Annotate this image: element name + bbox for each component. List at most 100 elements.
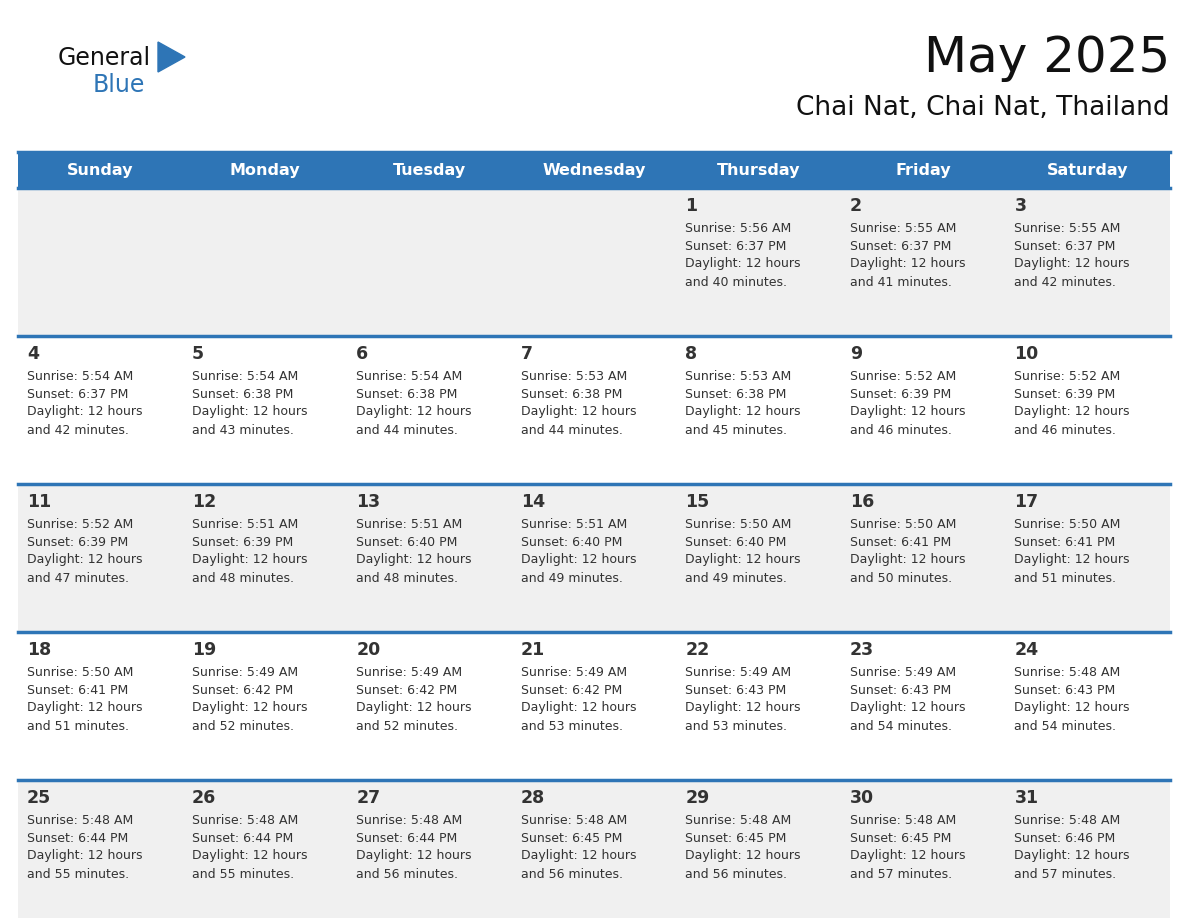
Text: 20: 20	[356, 641, 380, 659]
Text: 28: 28	[520, 789, 545, 807]
Text: Daylight: 12 hours: Daylight: 12 hours	[356, 849, 472, 863]
Text: Sunset: 6:44 PM: Sunset: 6:44 PM	[27, 832, 128, 845]
Text: Sunrise: 5:52 AM: Sunrise: 5:52 AM	[849, 370, 956, 383]
Text: and 49 minutes.: and 49 minutes.	[520, 572, 623, 585]
Text: 7: 7	[520, 345, 532, 363]
Text: Sunset: 6:43 PM: Sunset: 6:43 PM	[849, 684, 952, 697]
Text: Sunrise: 5:56 AM: Sunrise: 5:56 AM	[685, 221, 791, 234]
Text: Daylight: 12 hours: Daylight: 12 hours	[27, 849, 143, 863]
Text: Sunset: 6:40 PM: Sunset: 6:40 PM	[356, 535, 457, 548]
Text: Daylight: 12 hours: Daylight: 12 hours	[191, 849, 307, 863]
Text: Sunset: 6:37 PM: Sunset: 6:37 PM	[685, 240, 786, 252]
Text: Daylight: 12 hours: Daylight: 12 hours	[849, 849, 966, 863]
Text: Sunrise: 5:55 AM: Sunrise: 5:55 AM	[849, 221, 956, 234]
Text: 8: 8	[685, 345, 697, 363]
Text: Chai Nat, Chai Nat, Thailand: Chai Nat, Chai Nat, Thailand	[796, 95, 1170, 121]
Text: 25: 25	[27, 789, 51, 807]
Text: Daylight: 12 hours: Daylight: 12 hours	[1015, 701, 1130, 714]
Bar	[18, 632, 1170, 780]
Text: and 50 minutes.: and 50 minutes.	[849, 572, 952, 585]
Text: Blue: Blue	[93, 73, 145, 97]
Text: May 2025: May 2025	[924, 34, 1170, 82]
Text: 22: 22	[685, 641, 709, 659]
Text: and 55 minutes.: and 55 minutes.	[27, 868, 129, 880]
Text: Sunset: 6:45 PM: Sunset: 6:45 PM	[685, 832, 786, 845]
Text: Sunset: 6:41 PM: Sunset: 6:41 PM	[27, 684, 128, 697]
Text: and 44 minutes.: and 44 minutes.	[356, 423, 459, 436]
Text: 5: 5	[191, 345, 203, 363]
Text: Sunrise: 5:50 AM: Sunrise: 5:50 AM	[27, 666, 133, 678]
Text: Sunset: 6:42 PM: Sunset: 6:42 PM	[191, 684, 292, 697]
Text: Sunrise: 5:54 AM: Sunrise: 5:54 AM	[27, 370, 133, 383]
Text: Daylight: 12 hours: Daylight: 12 hours	[685, 406, 801, 419]
Text: Daylight: 12 hours: Daylight: 12 hours	[849, 701, 966, 714]
Text: 16: 16	[849, 493, 874, 511]
Text: and 56 minutes.: and 56 minutes.	[356, 868, 459, 880]
Text: Sunset: 6:44 PM: Sunset: 6:44 PM	[356, 832, 457, 845]
Text: Sunset: 6:41 PM: Sunset: 6:41 PM	[849, 535, 952, 548]
Text: 18: 18	[27, 641, 51, 659]
Text: Sunset: 6:38 PM: Sunset: 6:38 PM	[520, 387, 623, 400]
Text: Sunrise: 5:49 AM: Sunrise: 5:49 AM	[520, 666, 627, 678]
Text: General: General	[58, 46, 151, 70]
Text: and 57 minutes.: and 57 minutes.	[1015, 868, 1117, 880]
Bar	[18, 336, 1170, 484]
Text: Sunset: 6:37 PM: Sunset: 6:37 PM	[27, 387, 128, 400]
Text: Sunset: 6:43 PM: Sunset: 6:43 PM	[1015, 684, 1116, 697]
Text: Sunday: Sunday	[67, 162, 133, 177]
Text: and 52 minutes.: and 52 minutes.	[356, 720, 459, 733]
Text: and 48 minutes.: and 48 minutes.	[191, 572, 293, 585]
Text: and 49 minutes.: and 49 minutes.	[685, 572, 788, 585]
Text: 21: 21	[520, 641, 545, 659]
Text: and 56 minutes.: and 56 minutes.	[520, 868, 623, 880]
Text: and 42 minutes.: and 42 minutes.	[27, 423, 128, 436]
Text: Sunrise: 5:48 AM: Sunrise: 5:48 AM	[356, 813, 462, 826]
Text: and 52 minutes.: and 52 minutes.	[191, 720, 293, 733]
Text: Thursday: Thursday	[716, 162, 801, 177]
Text: 24: 24	[1015, 641, 1038, 659]
Text: Daylight: 12 hours: Daylight: 12 hours	[849, 554, 966, 566]
Text: 30: 30	[849, 789, 874, 807]
Text: Sunrise: 5:48 AM: Sunrise: 5:48 AM	[520, 813, 627, 826]
Text: 10: 10	[1015, 345, 1038, 363]
Text: 11: 11	[27, 493, 51, 511]
Bar	[18, 152, 1170, 188]
Text: Sunset: 6:39 PM: Sunset: 6:39 PM	[849, 387, 952, 400]
Text: 23: 23	[849, 641, 874, 659]
Text: Sunset: 6:45 PM: Sunset: 6:45 PM	[849, 832, 952, 845]
Text: Sunrise: 5:48 AM: Sunrise: 5:48 AM	[27, 813, 133, 826]
Text: Sunset: 6:40 PM: Sunset: 6:40 PM	[685, 535, 786, 548]
Text: and 42 minutes.: and 42 minutes.	[1015, 275, 1117, 288]
Text: Tuesday: Tuesday	[393, 162, 466, 177]
Text: Sunrise: 5:48 AM: Sunrise: 5:48 AM	[1015, 813, 1120, 826]
Text: Daylight: 12 hours: Daylight: 12 hours	[191, 554, 307, 566]
Text: Daylight: 12 hours: Daylight: 12 hours	[27, 701, 143, 714]
Text: Sunset: 6:40 PM: Sunset: 6:40 PM	[520, 535, 623, 548]
Text: Sunrise: 5:53 AM: Sunrise: 5:53 AM	[520, 370, 627, 383]
Text: 14: 14	[520, 493, 545, 511]
Text: Sunset: 6:37 PM: Sunset: 6:37 PM	[849, 240, 952, 252]
Text: 6: 6	[356, 345, 368, 363]
Text: and 54 minutes.: and 54 minutes.	[849, 720, 952, 733]
Text: Daylight: 12 hours: Daylight: 12 hours	[1015, 258, 1130, 271]
Text: Sunrise: 5:48 AM: Sunrise: 5:48 AM	[685, 813, 791, 826]
Text: Sunrise: 5:53 AM: Sunrise: 5:53 AM	[685, 370, 791, 383]
Text: and 40 minutes.: and 40 minutes.	[685, 275, 788, 288]
Text: and 43 minutes.: and 43 minutes.	[191, 423, 293, 436]
Text: Sunset: 6:37 PM: Sunset: 6:37 PM	[1015, 240, 1116, 252]
Text: 9: 9	[849, 345, 862, 363]
Text: Daylight: 12 hours: Daylight: 12 hours	[685, 554, 801, 566]
Text: Daylight: 12 hours: Daylight: 12 hours	[191, 701, 307, 714]
Text: Sunrise: 5:48 AM: Sunrise: 5:48 AM	[1015, 666, 1120, 678]
Text: and 56 minutes.: and 56 minutes.	[685, 868, 788, 880]
Bar	[18, 484, 1170, 632]
Text: Daylight: 12 hours: Daylight: 12 hours	[356, 554, 472, 566]
Text: Sunset: 6:39 PM: Sunset: 6:39 PM	[191, 535, 292, 548]
Text: Daylight: 12 hours: Daylight: 12 hours	[191, 406, 307, 419]
Text: 15: 15	[685, 493, 709, 511]
Text: Daylight: 12 hours: Daylight: 12 hours	[685, 701, 801, 714]
Text: Daylight: 12 hours: Daylight: 12 hours	[685, 258, 801, 271]
Text: Daylight: 12 hours: Daylight: 12 hours	[27, 406, 143, 419]
Text: Daylight: 12 hours: Daylight: 12 hours	[520, 406, 637, 419]
Text: Sunset: 6:46 PM: Sunset: 6:46 PM	[1015, 832, 1116, 845]
